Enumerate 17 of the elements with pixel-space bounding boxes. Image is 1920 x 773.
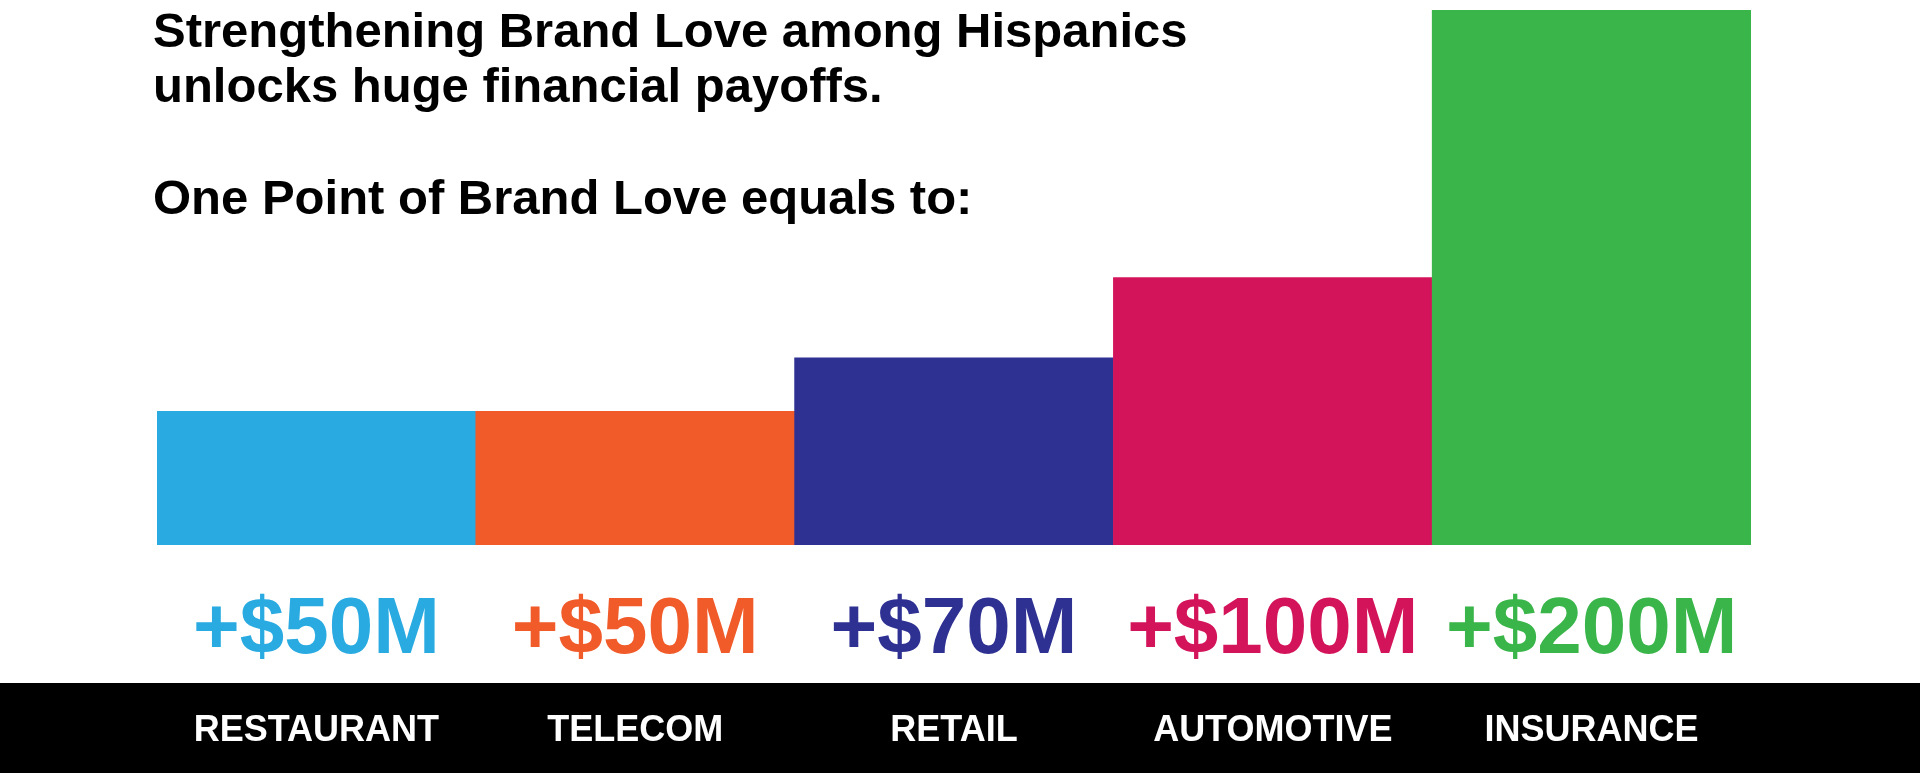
bar xyxy=(157,410,477,545)
x-tick-label: RESTAURANT xyxy=(193,707,440,749)
bar xyxy=(794,357,1114,545)
data-label: +$200M xyxy=(1445,581,1738,670)
data-label: +$100M xyxy=(1127,581,1419,670)
text: One Point of Brand Love equals to: xyxy=(153,170,973,225)
data-label: +$50M xyxy=(511,581,759,670)
bar xyxy=(475,410,795,545)
bar xyxy=(1431,10,1751,545)
x-tick-label: TELECOM xyxy=(547,707,724,749)
x-tick-label: AUTOMOTIVE xyxy=(1153,707,1393,749)
x-tick-label: INSURANCE xyxy=(1484,707,1699,749)
x-tick-label: RETAIL xyxy=(890,707,1018,749)
data-label: +$50M xyxy=(192,581,440,670)
data-label: +$70M xyxy=(830,581,1078,670)
bar xyxy=(1113,277,1433,545)
text: Strengthening Brand Love among Hispanics unlocks huge financial payoffs. xyxy=(153,3,1189,113)
